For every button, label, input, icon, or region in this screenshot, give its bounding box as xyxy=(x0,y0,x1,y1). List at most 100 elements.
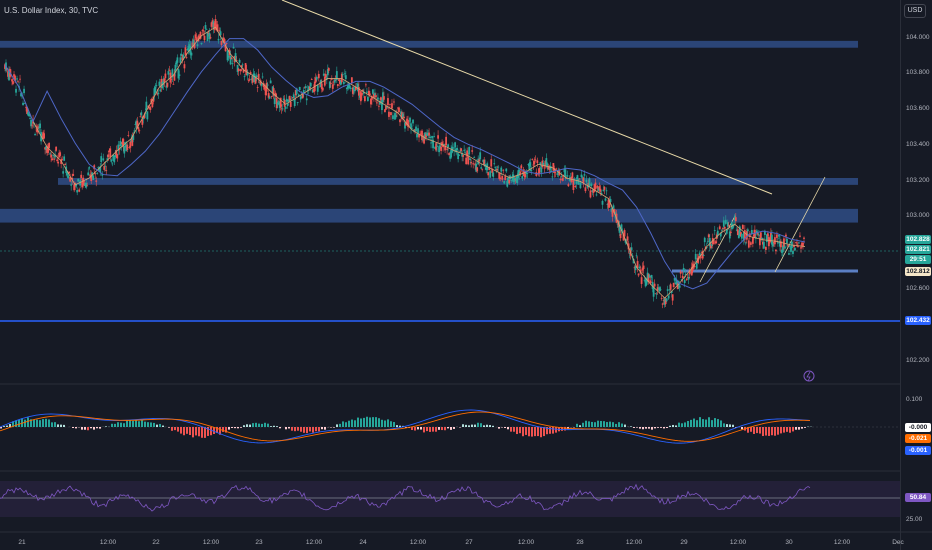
candle-body xyxy=(311,89,314,93)
candle-body xyxy=(560,176,563,178)
candle-body xyxy=(392,115,394,120)
candle-body xyxy=(424,132,426,139)
macd-histogram-bar xyxy=(387,419,389,427)
candle-body xyxy=(578,178,581,180)
macd-histogram-bar xyxy=(582,422,584,427)
candle-body xyxy=(680,279,683,281)
candle-body xyxy=(312,89,315,92)
candle-body xyxy=(272,88,275,96)
candle-body xyxy=(41,136,43,138)
candle-body xyxy=(663,298,666,305)
candle-body xyxy=(741,224,744,230)
macd-histogram-bar xyxy=(417,427,419,430)
candle-body xyxy=(322,73,325,76)
candle-body xyxy=(12,81,14,84)
candle-body xyxy=(203,35,206,41)
macd-histogram-bar xyxy=(381,419,383,427)
candle-body xyxy=(660,298,663,299)
price-axis[interactable] xyxy=(900,0,932,550)
macd-histogram-bar xyxy=(57,424,59,427)
macd-histogram-bar xyxy=(360,418,362,427)
macd-histogram-bar xyxy=(81,427,83,430)
macd-histogram-bar xyxy=(150,422,152,427)
currency-button[interactable]: USD xyxy=(904,4,926,18)
candle-body xyxy=(225,43,228,44)
candle-body xyxy=(609,198,612,203)
candle-body xyxy=(370,98,372,105)
candle-body xyxy=(291,97,294,98)
macd-histogram-bar xyxy=(708,417,710,427)
candle-body xyxy=(434,146,436,149)
candle-body xyxy=(106,158,109,160)
candle-body xyxy=(135,121,138,129)
macd-histogram-bar xyxy=(507,427,509,430)
candle-body xyxy=(315,76,318,80)
candle-body xyxy=(338,79,341,84)
candle-body xyxy=(113,157,116,163)
candle-body xyxy=(51,158,54,161)
candle-body xyxy=(429,136,431,139)
macd-histogram-bar xyxy=(243,425,245,427)
macd-histogram-bar xyxy=(396,425,398,427)
candle-body xyxy=(153,88,156,96)
candle-body xyxy=(503,180,506,184)
candle-body xyxy=(472,163,475,165)
projection-arrow xyxy=(699,215,736,283)
macd-histogram-bar xyxy=(426,427,428,432)
candle-body xyxy=(775,249,777,252)
candle-body xyxy=(119,141,122,147)
macd-histogram-bar xyxy=(468,425,470,427)
macd-histogram-bar xyxy=(159,423,161,427)
candle-body xyxy=(580,174,583,178)
rsi-tick: 25.00 xyxy=(906,516,923,523)
macd-histogram-bar xyxy=(99,427,101,429)
candle-body xyxy=(473,157,476,159)
candle-body xyxy=(64,163,67,165)
candle-body xyxy=(257,73,260,80)
candle-body xyxy=(577,179,580,185)
candle-body xyxy=(506,180,509,187)
macd-histogram-bar xyxy=(774,427,776,436)
candle-body xyxy=(774,237,776,245)
candle-body xyxy=(622,233,625,241)
candle-body xyxy=(97,167,100,169)
candle-body xyxy=(550,170,553,172)
candle-body xyxy=(235,60,238,61)
candle-body xyxy=(188,44,191,49)
macd-histogram-bar xyxy=(600,420,602,427)
candle-body xyxy=(137,127,140,130)
candle-body xyxy=(684,273,687,275)
candle-body xyxy=(215,24,218,31)
candle-body xyxy=(604,198,607,201)
candle-body xyxy=(685,278,688,281)
resistance-zone xyxy=(58,178,858,185)
candle-body xyxy=(4,64,6,69)
candle-body xyxy=(698,252,701,256)
candle-body xyxy=(309,82,312,87)
candle-body xyxy=(361,89,364,92)
candle-body xyxy=(36,129,38,133)
candle-body xyxy=(449,156,452,159)
candle-body xyxy=(721,228,724,230)
candle-body xyxy=(386,107,388,109)
candle-body xyxy=(55,146,58,151)
candle-body xyxy=(714,241,717,244)
candle-body xyxy=(259,80,262,85)
macd-histogram-bar xyxy=(309,427,311,432)
candle-body xyxy=(747,240,750,248)
candle-body xyxy=(73,184,76,191)
candle-body xyxy=(465,157,468,165)
macd-histogram-bar xyxy=(663,427,665,429)
candle-body xyxy=(372,89,374,94)
candle-body xyxy=(237,68,240,72)
candle-body xyxy=(421,130,423,141)
candle-body xyxy=(390,112,392,116)
candle-body xyxy=(799,235,801,237)
candle-body xyxy=(787,245,789,247)
candle-body xyxy=(191,42,194,47)
macd-histogram-bar xyxy=(423,427,425,433)
candle-body xyxy=(703,237,706,243)
candle-body xyxy=(183,64,186,69)
